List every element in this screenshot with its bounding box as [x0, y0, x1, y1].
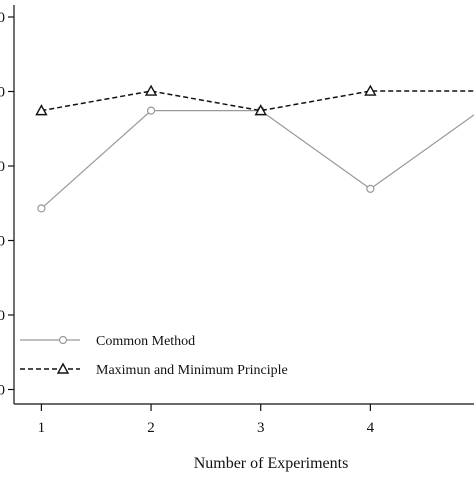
legend-marker — [58, 335, 68, 345]
y-tick-label: 00 — [0, 383, 5, 399]
x-tick-label: 4 — [367, 420, 375, 436]
series-2 — [35, 84, 474, 116]
x-tick-label: 1 — [38, 420, 46, 436]
data-point — [366, 184, 375, 193]
data-point — [364, 84, 377, 96]
data-point — [254, 104, 267, 116]
series-1 — [37, 106, 474, 213]
legend-label: Maximun and Minimum Principle — [96, 363, 288, 378]
series-line — [41, 110, 474, 209]
data-point — [144, 84, 158, 96]
y-tick-label: 00 — [0, 85, 5, 101]
data-point — [35, 104, 48, 116]
y-tick-label: 00 — [0, 234, 5, 250]
series-layer — [35, 84, 474, 213]
legend: Common Method Maximun and Minimum Princip… — [20, 334, 288, 378]
legend-marker — [56, 362, 70, 374]
data-point — [146, 106, 156, 115]
data-point — [37, 204, 46, 213]
legend-label: Common Method — [96, 334, 195, 349]
x-axis-label: Number of Experiments — [194, 455, 349, 472]
y-tick-label: 00 — [0, 308, 5, 324]
axes: 00 00 00 00 00 00 1 2 3 4 — [0, 5, 474, 436]
y-tick-label: 00 — [0, 159, 5, 175]
y-tick-label: 00 — [0, 10, 5, 26]
x-tick-label: 2 — [147, 420, 155, 436]
x-tick-label: 3 — [257, 420, 265, 436]
series-line — [41, 90, 474, 112]
